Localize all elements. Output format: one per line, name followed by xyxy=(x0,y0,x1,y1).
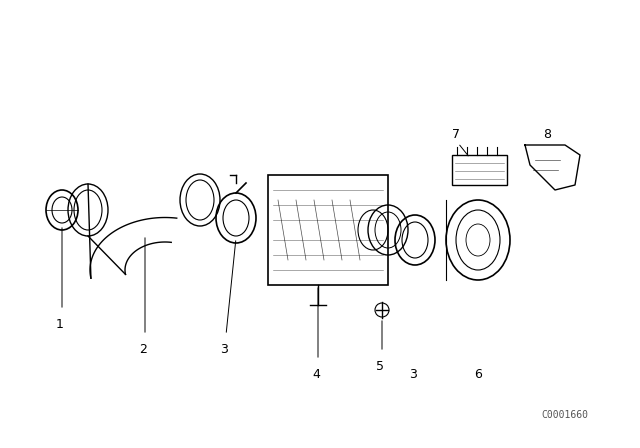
Text: 4: 4 xyxy=(312,368,320,381)
Text: 8: 8 xyxy=(543,128,551,141)
Text: 3: 3 xyxy=(220,343,228,356)
Text: 3: 3 xyxy=(409,368,417,381)
Text: C0001660: C0001660 xyxy=(541,410,589,420)
Text: 6: 6 xyxy=(474,368,482,381)
FancyBboxPatch shape xyxy=(452,155,507,185)
Text: 2: 2 xyxy=(139,343,147,356)
Text: 7: 7 xyxy=(452,128,460,141)
Text: 5: 5 xyxy=(376,360,384,373)
Text: 1: 1 xyxy=(56,318,64,331)
FancyBboxPatch shape xyxy=(268,175,388,285)
